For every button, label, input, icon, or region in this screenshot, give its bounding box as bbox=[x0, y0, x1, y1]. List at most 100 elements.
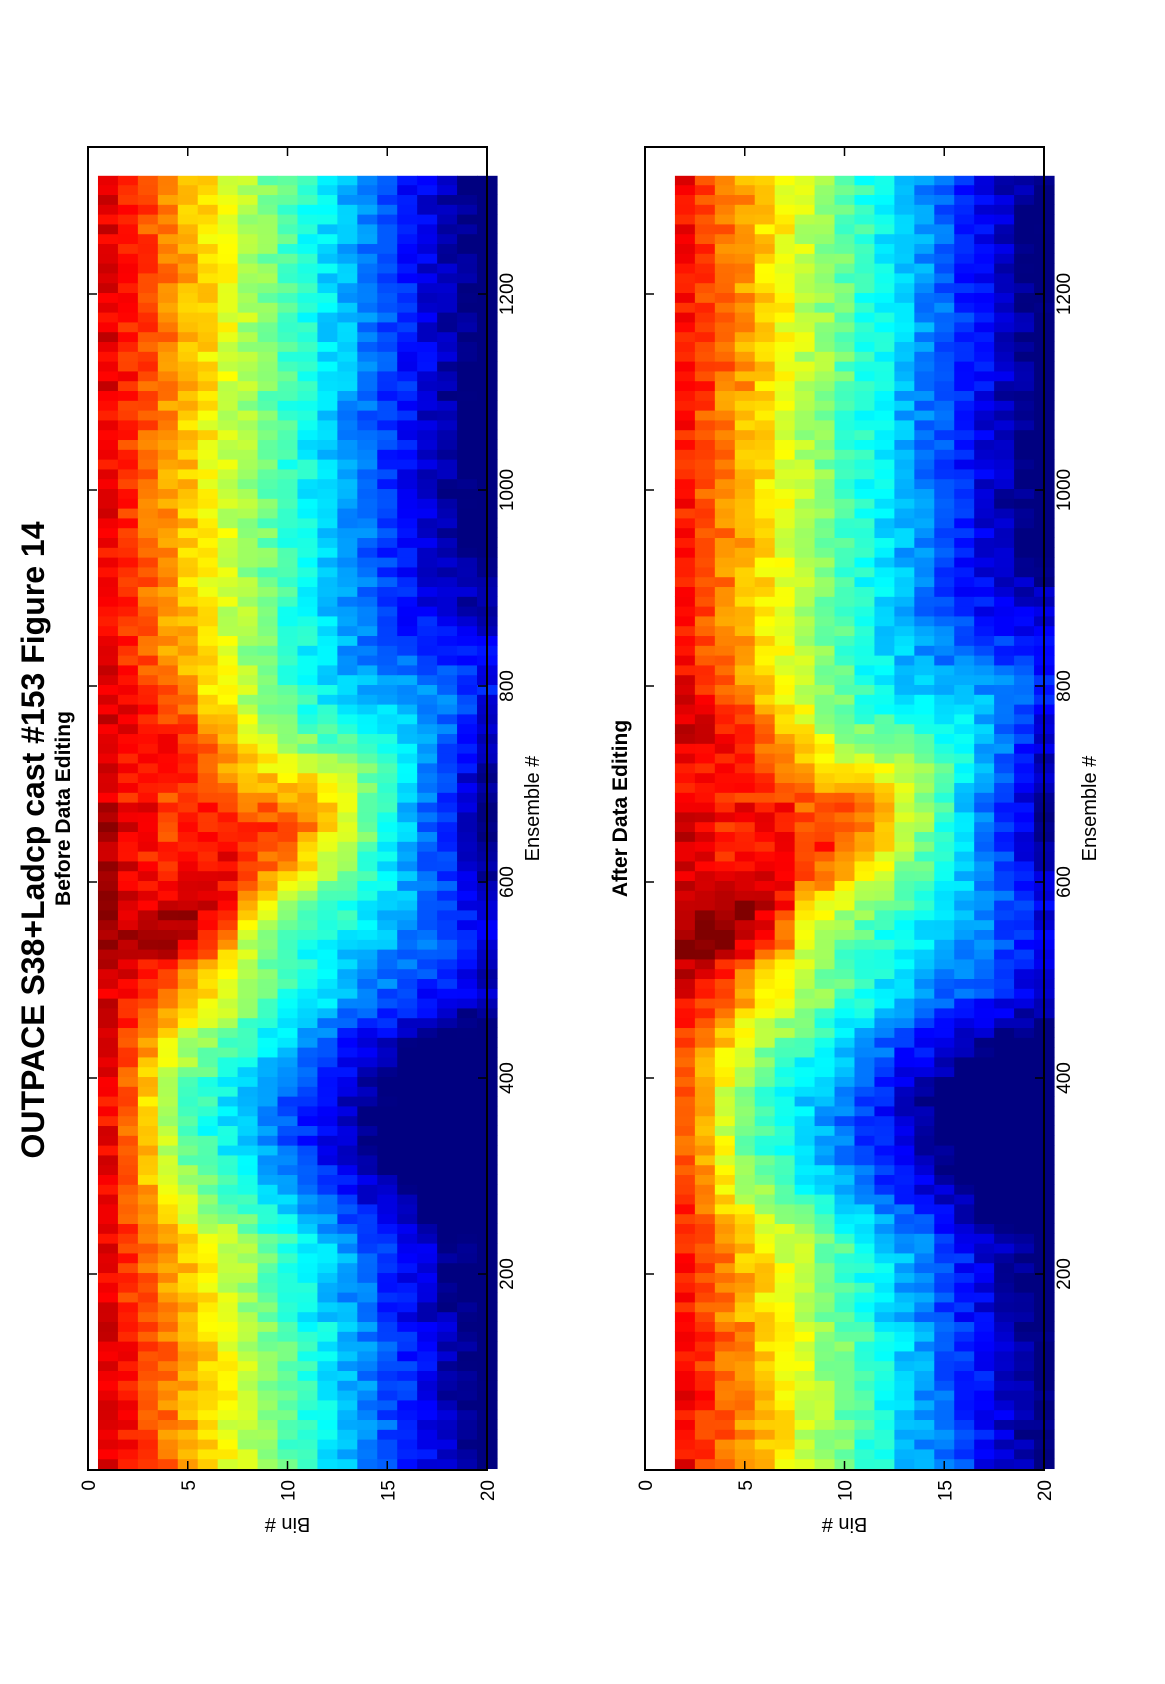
heatmap-cell bbox=[914, 292, 935, 302]
heatmap-cell bbox=[417, 1390, 438, 1400]
heatmap-cell bbox=[218, 1008, 239, 1018]
heatmap-cell bbox=[815, 439, 836, 449]
heatmap-cell bbox=[974, 1086, 995, 1096]
heatmap-cell bbox=[317, 900, 338, 910]
heatmap-cell bbox=[118, 1165, 139, 1175]
heatmap-cell bbox=[178, 1067, 199, 1077]
heatmap-cell bbox=[158, 1233, 179, 1243]
heatmap-cell bbox=[198, 371, 219, 381]
heatmap-cell bbox=[934, 1312, 955, 1322]
heatmap-cell bbox=[994, 704, 1015, 714]
heatmap-cell bbox=[377, 890, 398, 900]
heatmap-cell bbox=[198, 822, 219, 832]
heatmap-cell bbox=[755, 929, 776, 939]
heatmap-cell bbox=[715, 822, 736, 832]
heatmap-cell bbox=[835, 978, 856, 988]
heatmap-cell bbox=[715, 782, 736, 792]
heatmap-cell bbox=[854, 1321, 875, 1331]
heatmap-cell bbox=[98, 1204, 119, 1214]
heatmap-cell bbox=[854, 1449, 875, 1459]
heatmap-cell bbox=[258, 1037, 279, 1047]
heatmap-cell bbox=[835, 1253, 856, 1263]
heatmap-cell bbox=[954, 361, 975, 371]
heatmap-cell bbox=[675, 753, 696, 763]
heatmap-cell bbox=[457, 439, 478, 449]
heatmap-cell bbox=[994, 773, 1015, 783]
heatmap-cell bbox=[974, 616, 995, 626]
heatmap-cell bbox=[98, 1106, 119, 1116]
heatmap-cell bbox=[914, 939, 935, 949]
heatmap-cell bbox=[914, 420, 935, 430]
heatmap-cell bbox=[337, 351, 358, 361]
heatmap-cell bbox=[994, 410, 1015, 420]
heatmap-cell bbox=[894, 782, 915, 792]
heatmap-cell bbox=[297, 234, 318, 244]
heatmap-cell bbox=[835, 851, 856, 861]
heatmap-cell bbox=[397, 479, 418, 489]
heatmap-cell bbox=[297, 743, 318, 753]
heatmap-cell bbox=[954, 1351, 975, 1361]
heatmap-cell bbox=[158, 812, 179, 822]
heatmap-cell bbox=[675, 1243, 696, 1253]
heatmap-cell bbox=[675, 1370, 696, 1380]
heatmap-cell bbox=[397, 302, 418, 312]
heatmap-cell bbox=[98, 1380, 119, 1390]
heatmap-cell bbox=[815, 1282, 836, 1292]
heatmap-cell bbox=[238, 1282, 259, 1292]
heatmap-cell bbox=[815, 341, 836, 351]
heatmap-cell bbox=[178, 430, 199, 440]
heatmap-cell bbox=[775, 900, 796, 910]
heatmap-cell bbox=[695, 1096, 716, 1106]
heatmap-cell bbox=[1014, 606, 1035, 616]
heatmap-cell bbox=[994, 381, 1015, 391]
heatmap-cell bbox=[874, 969, 895, 979]
heatmap-cell bbox=[755, 1449, 776, 1459]
heatmap-cell bbox=[1014, 283, 1035, 293]
heatmap-cell bbox=[974, 704, 995, 714]
heatmap-cell bbox=[158, 1018, 179, 1028]
heatmap-cell bbox=[437, 1096, 458, 1106]
heatmap-cell bbox=[118, 390, 139, 400]
heatmap-cell bbox=[258, 959, 279, 969]
heatmap-cell bbox=[118, 704, 139, 714]
heatmap-cell bbox=[377, 733, 398, 743]
heatmap-cell bbox=[755, 812, 776, 822]
heatmap-cell bbox=[457, 1106, 478, 1116]
heatmap-cell bbox=[218, 439, 239, 449]
heatmap-cell bbox=[138, 1429, 159, 1439]
heatmap-cell bbox=[914, 773, 935, 783]
heatmap-cell bbox=[695, 743, 716, 753]
heatmap-cell bbox=[934, 900, 955, 910]
heatmap-cell bbox=[238, 1057, 259, 1067]
heatmap-cell bbox=[755, 292, 776, 302]
heatmap-cell bbox=[138, 1067, 159, 1077]
heatmap-cell bbox=[278, 1214, 299, 1224]
heatmap-cell bbox=[178, 449, 199, 459]
heatmap-cell bbox=[815, 675, 836, 685]
heatmap-cell bbox=[218, 400, 239, 410]
heatmap-cell bbox=[238, 802, 259, 812]
heatmap-cell bbox=[297, 616, 318, 626]
heatmap-cell bbox=[894, 998, 915, 1008]
heatmap-cell bbox=[954, 733, 975, 743]
heatmap-cell bbox=[98, 1351, 119, 1361]
heatmap-cell bbox=[457, 371, 478, 381]
heatmap-cell bbox=[735, 959, 756, 969]
heatmap-cell bbox=[815, 1351, 836, 1361]
heatmap-cell bbox=[98, 1135, 119, 1145]
heatmap-cell bbox=[1014, 547, 1035, 557]
heatmap-cell bbox=[974, 782, 995, 792]
heatmap-cell bbox=[894, 1351, 915, 1361]
heatmap-cell bbox=[775, 1351, 796, 1361]
heatmap-cell bbox=[98, 361, 119, 371]
heatmap-cell bbox=[278, 1057, 299, 1067]
heatmap-cell bbox=[874, 1184, 895, 1194]
heatmap-cell bbox=[914, 714, 935, 724]
heatmap-cell bbox=[278, 900, 299, 910]
heatmap-cell bbox=[894, 371, 915, 381]
heatmap-cell bbox=[158, 1204, 179, 1214]
heatmap-cell bbox=[377, 292, 398, 302]
heatmap-cell bbox=[954, 1390, 975, 1400]
heatmap-cell bbox=[735, 547, 756, 557]
heatmap-cell bbox=[894, 479, 915, 489]
